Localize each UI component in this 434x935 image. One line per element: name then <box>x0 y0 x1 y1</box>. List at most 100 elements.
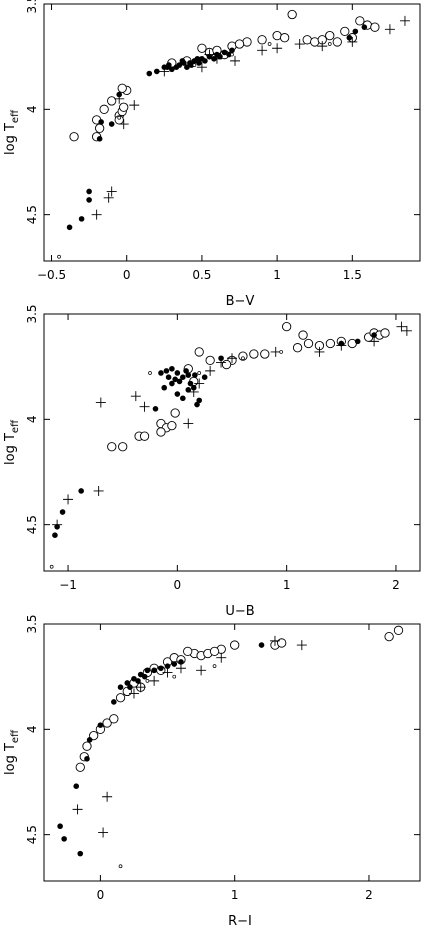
plus-point <box>216 357 227 368</box>
filled-circle-point <box>154 68 160 75</box>
open-circle-point <box>99 104 109 114</box>
filled-circle-point <box>202 58 208 64</box>
filled-circle-point <box>171 661 178 667</box>
open-circle-point <box>69 132 79 142</box>
y-tick-label: 3.5 <box>25 304 39 323</box>
plus-point <box>317 41 328 52</box>
small-circle-point <box>192 63 197 67</box>
open-circle-point <box>119 102 129 112</box>
filled-circle-point <box>164 64 171 70</box>
x-tick-label: 0 <box>123 268 131 282</box>
small-circle-point <box>212 664 217 668</box>
small-circle-point <box>145 679 150 683</box>
open-circle-point <box>272 30 282 41</box>
filled-circle-point <box>201 374 208 380</box>
plus-point <box>128 688 139 699</box>
x-tick-label: −0.5 <box>37 268 66 282</box>
plus-point <box>63 494 74 505</box>
open-circle-point <box>310 37 320 47</box>
open-circle-point <box>102 718 112 728</box>
y-axis-label: log Teff <box>3 729 21 775</box>
filled-circle-point <box>66 224 73 231</box>
x-tick-label: 1 <box>283 578 291 592</box>
filled-circle-point <box>221 49 228 56</box>
plus-point <box>52 519 63 530</box>
x-tick-label: 0 <box>97 888 105 902</box>
plus-point <box>272 43 283 54</box>
open-circle-point <box>242 37 252 47</box>
open-circle-point <box>167 420 177 431</box>
plus-point <box>294 39 305 50</box>
filled-circle-point <box>346 34 353 41</box>
filled-circle-point <box>52 532 58 538</box>
plus-point <box>205 365 216 376</box>
plus-point <box>196 62 207 73</box>
filled-circle-point <box>135 678 141 684</box>
filled-circle-point <box>59 509 66 515</box>
open-circle-point <box>325 338 336 349</box>
open-circle-point <box>282 321 292 332</box>
plus-point <box>314 346 325 357</box>
plus-point <box>183 418 194 429</box>
filled-circle-point <box>229 47 235 54</box>
plus-point <box>401 325 412 336</box>
filled-circle-point <box>73 783 80 790</box>
small-circle-point <box>148 371 152 375</box>
plus-point <box>114 93 125 104</box>
filled-circle-point <box>185 387 192 393</box>
small-circle-point <box>279 350 284 354</box>
plus-point <box>106 186 117 197</box>
filled-circle-point <box>111 699 117 705</box>
filled-circle-point <box>169 66 175 73</box>
filled-circle-point <box>127 684 133 690</box>
plot-frame <box>43 3 421 262</box>
plus-point <box>95 397 106 408</box>
filled-circle-point <box>86 188 92 195</box>
open-circle-point <box>257 35 267 45</box>
plus-point <box>129 100 140 111</box>
plus-point <box>93 485 104 496</box>
x-tick-label: 0.5 <box>192 268 211 282</box>
filled-circle-point <box>180 374 186 380</box>
plus-point <box>296 640 307 651</box>
open-circle-point <box>205 355 215 365</box>
plus-point <box>269 635 280 646</box>
x-axis-label: U−B <box>225 604 254 619</box>
small-circle-point <box>197 371 202 375</box>
filled-circle-point <box>97 722 104 728</box>
y-tick-label: 4.5 <box>25 515 39 534</box>
open-circle-point <box>94 123 105 133</box>
plus-point <box>347 36 358 47</box>
filled-circle-point <box>179 58 186 64</box>
filled-circle-point <box>124 680 131 686</box>
filled-circle-point <box>188 62 195 68</box>
filled-circle-point <box>217 53 223 60</box>
y-tick-label: 4 <box>25 106 39 114</box>
open-circle-point <box>380 328 390 338</box>
open-circle-point <box>139 431 150 441</box>
filled-circle-point <box>98 119 104 125</box>
open-circle-point <box>298 330 308 340</box>
filled-circle-point <box>178 659 184 665</box>
plus-point <box>270 346 281 357</box>
open-circle-point <box>89 730 99 741</box>
filled-circle-point <box>57 823 63 830</box>
plus-point <box>204 49 215 60</box>
filled-circle-point <box>354 338 361 345</box>
small-circle-point <box>241 356 245 361</box>
filled-circle-point <box>146 70 153 77</box>
filled-circle-point <box>86 197 92 203</box>
filled-circle-point <box>194 401 200 408</box>
open-circle-point <box>332 37 342 47</box>
open-circle-point <box>194 347 204 357</box>
filled-circle-point <box>108 121 115 127</box>
plus-point <box>102 791 113 802</box>
x-tick-label: 2 <box>365 888 373 902</box>
y-axis-label: log Teff <box>3 419 21 465</box>
panel-bv: −0.5 0 0.5 1 1.5 3.5 4 4.5 B−V log Teff <box>3 0 421 309</box>
open-circle-point <box>183 646 193 657</box>
filled-circle-point <box>196 60 202 66</box>
open-circle-point <box>393 625 404 635</box>
filled-circle-point <box>258 642 265 648</box>
small-circle-point <box>267 42 272 46</box>
